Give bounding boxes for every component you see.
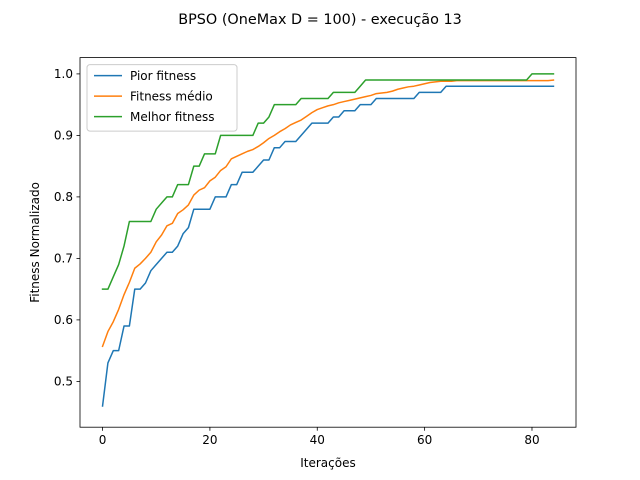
- x-tick-label: 80: [524, 433, 539, 447]
- legend: Pior fitness Fitness médio Melhor fitness: [86, 64, 238, 132]
- y-axis: 0.5 0.6 0.7 0.8 0.9 1.0: [54, 67, 80, 389]
- y-tick-label: 0.6: [54, 313, 73, 327]
- x-tick-label: 0: [99, 433, 107, 447]
- plot-lines: [101, 73, 555, 407]
- x-tick-label: 60: [417, 433, 432, 447]
- legend-label-1: Fitness médio: [130, 89, 213, 103]
- y-tick-label: 0.8: [54, 190, 73, 204]
- plot-frame: [79, 57, 577, 428]
- legend-label-2: Melhor fitness: [130, 110, 215, 124]
- x-axis-label: Iterações: [300, 456, 356, 470]
- legend-box: [86, 64, 238, 132]
- x-tick-label: 40: [310, 433, 325, 447]
- y-tick-label: 0.9: [54, 129, 73, 143]
- x-tick-label: 20: [202, 433, 217, 447]
- x-axis: 0 20 40 60 80: [99, 427, 540, 447]
- y-tick-label: 0.5: [54, 375, 73, 389]
- y-axis-label: Fitness Normalizado: [28, 182, 42, 303]
- y-tick-label: 0.7: [54, 252, 73, 266]
- y-tick-label: 1.0: [54, 67, 73, 81]
- series-line-0: [101, 85, 555, 407]
- series-line-2: [101, 73, 555, 290]
- legend-label-0: Pior fitness: [130, 69, 196, 83]
- chart-title: BPSO (OneMax D = 100) - execução 13: [178, 12, 462, 28]
